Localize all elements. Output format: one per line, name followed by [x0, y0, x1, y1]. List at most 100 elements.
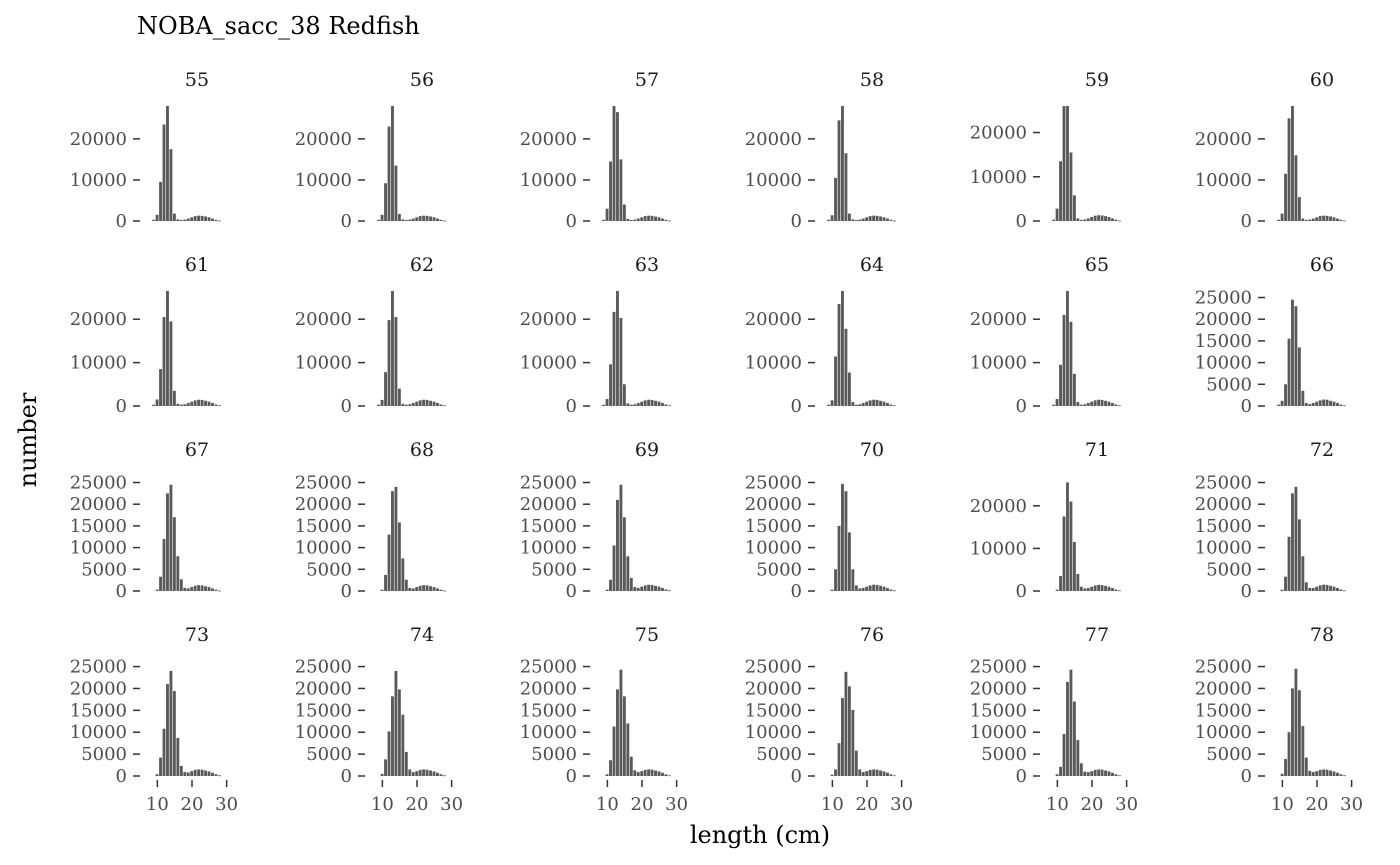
histogram-bar	[439, 774, 443, 776]
histogram-bar	[422, 585, 426, 591]
histogram-bar	[1284, 576, 1287, 591]
facet-label: 76	[860, 624, 884, 646]
histogram-bar	[882, 586, 886, 591]
y-tick-label: 15000	[1195, 700, 1252, 721]
histogram-bar	[854, 585, 858, 591]
histogram-bar	[657, 217, 661, 221]
histogram-bar	[650, 769, 654, 776]
histogram-bar	[1277, 404, 1281, 406]
histogram-bar	[415, 401, 419, 406]
y-tick-label: 20000	[295, 129, 352, 150]
y-tick-label: 0	[116, 766, 127, 787]
histogram-bar	[664, 404, 668, 406]
facet-label: 68	[410, 439, 434, 461]
y-tick-label: 0	[566, 396, 577, 417]
histogram-bar	[1069, 501, 1073, 591]
facet-label: 62	[410, 254, 434, 276]
histogram-bar	[193, 769, 197, 776]
histogram-bar	[1111, 402, 1114, 406]
histogram-bar	[380, 773, 384, 776]
histogram-bar	[1322, 215, 1326, 221]
histogram-bar	[1069, 321, 1073, 406]
y-tick-label: 0	[341, 766, 352, 787]
y-tick-label: 10000	[295, 170, 352, 191]
histogram-bar	[183, 772, 187, 776]
y-tick-label: 10000	[295, 722, 352, 743]
histogram-bar	[1332, 586, 1336, 591]
facet-label: 64	[860, 254, 884, 276]
facet-label: 78	[1310, 624, 1334, 646]
histogram-bar	[622, 384, 626, 406]
y-tick-label: 5000	[306, 559, 352, 580]
histogram-bar	[640, 217, 644, 221]
histogram-bar	[1336, 218, 1339, 221]
y-tick-label: 5000	[756, 744, 802, 765]
y-tick-label: 5000	[306, 744, 352, 765]
histogram-bar	[882, 217, 886, 221]
histogram-bar	[425, 585, 429, 591]
histogram-bar	[1311, 587, 1315, 591]
y-tick-label: 15000	[70, 700, 127, 721]
histogram-bar	[1093, 585, 1097, 591]
histogram-bar	[207, 217, 211, 221]
histogram-bar	[667, 405, 671, 407]
histogram-bar	[408, 219, 412, 221]
histogram-bar	[1287, 732, 1291, 776]
x-tick-label: 20	[631, 794, 654, 815]
histogram-bar	[159, 181, 162, 221]
y-tick-label: 10000	[970, 722, 1027, 743]
histogram-bar	[200, 585, 204, 591]
histogram-bar	[844, 491, 848, 591]
facet-label: 58	[860, 69, 884, 91]
facet-panel: 58 0 10000 20000	[745, 69, 896, 232]
histogram-bar	[647, 584, 651, 591]
y-tick-label: 10000	[520, 170, 577, 191]
histogram-bar	[847, 686, 851, 776]
histogram-bar	[1062, 314, 1066, 406]
histogram-bar	[404, 404, 408, 406]
histogram-bar	[404, 751, 408, 776]
histogram-bar	[432, 401, 436, 406]
histogram-bar	[1076, 218, 1080, 221]
histogram-bar	[1329, 400, 1332, 406]
histogram-bar	[886, 587, 889, 591]
histogram-bar	[643, 769, 647, 776]
y-tick-label: 20000	[1195, 309, 1252, 330]
histogram-bar	[854, 750, 858, 776]
histogram-bar	[1079, 404, 1083, 406]
y-tick-label: 0	[566, 766, 577, 787]
histogram-bar	[1325, 769, 1329, 776]
histogram-bar	[190, 587, 194, 591]
y-tick-label: 20000	[970, 309, 1027, 330]
histogram-bar	[1097, 399, 1101, 406]
histogram-bar	[619, 484, 623, 591]
histogram-bar	[1059, 576, 1062, 591]
histogram-bar	[1055, 589, 1059, 591]
x-tick-label: 10	[1046, 794, 1069, 815]
histogram-bar	[152, 219, 156, 221]
histogram-bar	[1066, 106, 1069, 221]
histogram-bar	[1339, 404, 1343, 406]
y-tick-label: 20000	[1195, 494, 1252, 515]
histogram-bar	[1308, 404, 1312, 406]
facet-label: 72	[1310, 439, 1334, 461]
histogram-bar	[858, 588, 862, 591]
y-tick-label: 20000	[970, 123, 1027, 144]
y-tick-label: 10000	[970, 353, 1027, 374]
y-tick-label: 10000	[70, 538, 127, 559]
histogram-bar	[654, 770, 657, 776]
histogram-bar	[1332, 401, 1336, 406]
histogram-bar	[851, 402, 855, 406]
facet-label: 74	[410, 624, 434, 646]
y-tick-label: 10000	[1195, 722, 1252, 743]
histogram-bar	[1086, 588, 1090, 591]
histogram-bar	[875, 399, 879, 406]
histogram-bar	[1284, 384, 1287, 406]
histogram-bar	[190, 771, 194, 776]
histogram-bar	[661, 587, 664, 591]
histogram-bar	[439, 219, 443, 221]
